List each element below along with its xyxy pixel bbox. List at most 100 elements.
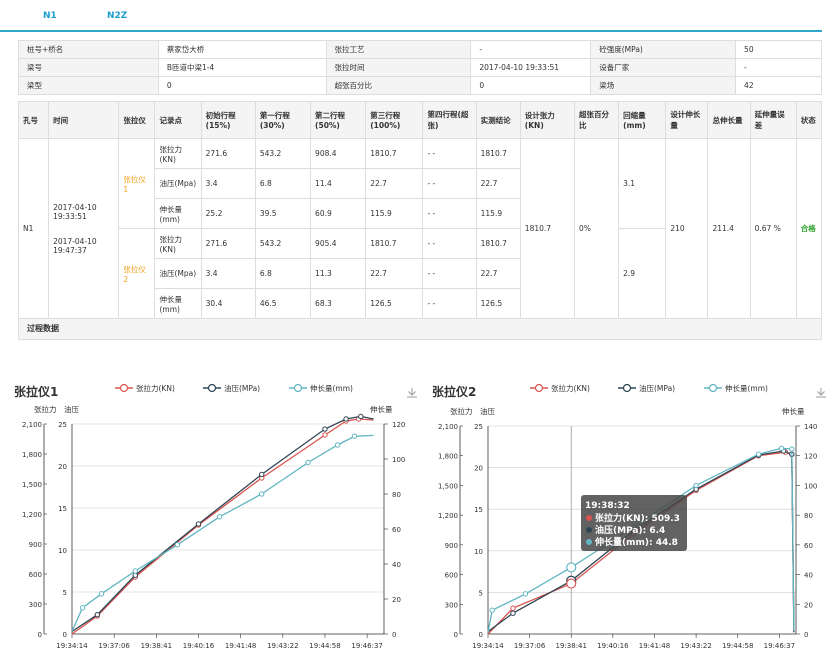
tooltip-dot [586,539,592,545]
cell: 905.4 [310,228,367,259]
y-tick-elongation: 40 [804,572,813,580]
label: 梁场 [590,76,737,95]
value: 2017-04-10 19:33:51 [470,58,592,77]
y-tick-pressure: 15 [474,506,483,514]
x-tick: 19:44:58 [309,642,340,650]
y-tick-pressure: 20 [474,465,483,473]
series-pressure-line [71,415,374,633]
y-tick-elongation: 20 [804,601,813,609]
header-cell: 孔号 [17,101,50,139]
cell: 126.5 [365,288,424,319]
data-point [132,568,138,574]
cell: 115.9 [365,198,424,229]
y-tick-pressure: 15 [58,505,67,513]
cell: 6.8 [254,168,312,199]
legend-label: 张拉力(KN) [551,383,590,393]
cell: 543.2 [254,228,312,259]
chart-tensioner-2: 张拉仪2 张拉力(KN) 油压(MPa) 伸长量(mm) 张拉力 油压 伸长量 0 5 10 15 2… [432,383,826,650]
header-cell: 初始行程(15%) [200,101,256,139]
start-time: 2017-04-10 19:33:51 [53,202,97,221]
cell: 126.5 [475,288,521,319]
data-point [693,482,699,489]
cell: - - [422,138,477,169]
data-point [98,591,105,597]
download-icon[interactable] [407,388,417,398]
y-tick-force: 1,200 [438,512,458,520]
x-tick: 19:40:16 [183,642,215,650]
y-tick-force: 2,100 [438,423,458,431]
cell: 271.6 [200,138,256,169]
tooltip-dot [586,527,592,533]
cell: 1810.7 [365,138,424,169]
hole-number: N1 [17,138,50,319]
tab-n2z[interactable]: N2Z [107,11,128,21]
label: 砼强度(MPa) [590,40,737,59]
value: - [470,40,592,59]
cell: - - [422,288,477,319]
header-cell: 设计张力(KN) [519,101,575,139]
header-cell: 延伸量误差 [749,101,797,139]
y-tick-pressure: 25 [474,423,483,431]
cell: 1810.7 [475,138,521,169]
data-point [216,514,223,520]
table-row: 油压(Mpa) 3.4 6.8 11.4 22.7 - - 22.7 [19,168,822,199]
y-tick-elongation: 0 [804,631,808,639]
x-tick: 19:38:41 [556,642,587,650]
cell: 3.4 [200,258,256,289]
legend-marker [119,383,129,393]
table-row: 伸长量(mm) 30.4 46.5 68.3 126.5 - - 126.5 [19,288,822,319]
cell: 271.6 [200,228,256,259]
x-tick: 19:38:41 [141,642,172,650]
axis-label-pressure: 油压 [480,406,495,416]
value: - [735,58,822,77]
tab-n1[interactable]: N1 [43,11,57,21]
tooltip-time: 19:38:32 [585,501,630,511]
value: 50 [735,40,822,59]
x-tick: 19:43:22 [680,642,711,650]
header-cell: 第四行程(超张) [422,101,477,139]
chart-tensioner-1: 张拉仪1 张拉力(KN) 油压(MPa) 伸长量(mm) 张拉力 油压 伸长量 0 5 10 15 2… [14,383,417,650]
cell: 68.3 [310,288,367,319]
legend-label: 油压(MPa) [224,383,260,393]
header-cell: 实测结论 [475,101,521,139]
x-tick: 19:41:48 [639,642,670,650]
series-elongation-line [71,434,374,632]
y-tick-pressure: 0 [63,631,67,639]
axis-label-force: 张拉力 [34,404,57,414]
header-cell: 第一行程(30%) [254,101,312,139]
y-tick-pressure: 5 [63,589,67,597]
data-point [174,542,181,548]
cell: 46.5 [254,288,312,319]
end-time: 2017-04-10 19:47:37 [53,236,97,255]
total-elongation: 211.4 [707,138,751,319]
cell: 22.7 [365,168,424,199]
cell: - - [422,198,477,229]
legend-label: 张拉力(KN) [136,383,175,393]
over-percent: 0% [573,138,620,319]
download-icon[interactable] [816,388,826,398]
process-data-header: 过程数据 [18,318,822,340]
y-tick-elongation: 120 [804,453,817,461]
data-point [778,445,785,451]
data-point [489,607,495,613]
cell: 908.4 [310,138,367,169]
chart-title: 张拉仪1 [14,384,58,399]
value: 蔡家岱大桥 [157,40,327,59]
cell: 25.2 [200,198,256,229]
y-tick-force: 300 [29,601,42,609]
y-tick-elongation: 0 [392,631,396,639]
value: B匝道中梁1-4 [157,58,327,77]
cell: 22.7 [475,258,521,289]
y-tick-force: 600 [29,571,42,579]
label: 设备厂家 [590,58,737,77]
cell: - - [422,228,477,259]
y-tick-force: 900 [29,541,42,549]
data-point [322,426,328,432]
design-force: 1810.7 [519,138,575,319]
table-row: 伸长量(mm) 25.2 39.5 60.9 115.9 - - 115.9 [19,198,822,229]
y-tick-elongation: 40 [392,561,401,569]
y-tick-elongation: 20 [392,596,401,604]
y-tick-force: 2,100 [22,421,42,429]
data-point [259,491,265,497]
axis-label-elongation: 伸长量 [370,404,393,414]
